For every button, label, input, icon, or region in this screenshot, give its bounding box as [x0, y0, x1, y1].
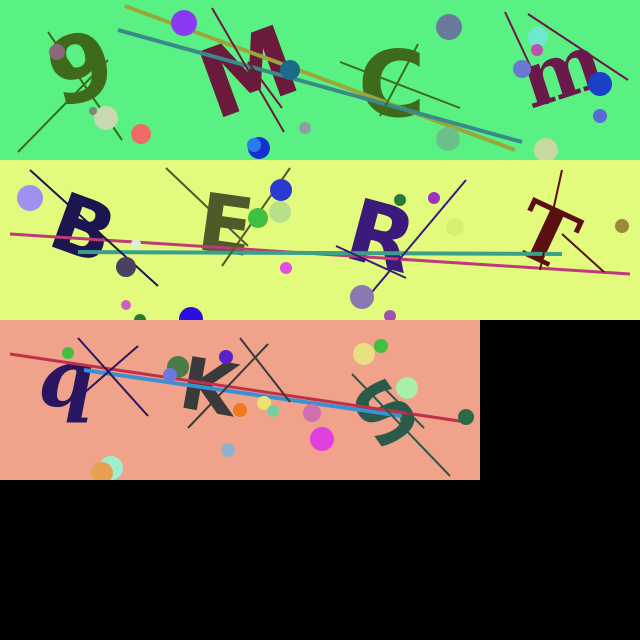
noise-dot	[446, 218, 464, 236]
noise-dot	[221, 443, 235, 457]
noise-line	[504, 11, 549, 105]
noise-line	[9, 352, 467, 424]
noise-dot	[267, 405, 279, 417]
noise-dot	[121, 300, 131, 310]
noise-line	[211, 7, 285, 133]
noise-line	[335, 245, 407, 279]
noise-line	[83, 368, 403, 418]
noise-line	[379, 43, 419, 117]
noise-line	[165, 167, 249, 247]
noise-dot	[615, 219, 629, 233]
noise-line	[339, 61, 461, 109]
noise-dot	[310, 427, 334, 451]
noise-dot	[269, 201, 291, 223]
noise-dot	[91, 462, 113, 480]
noise-dot	[513, 60, 531, 78]
noise-line	[77, 337, 149, 417]
noise-dot	[394, 194, 406, 206]
noise-line	[539, 169, 563, 271]
noise-dot	[303, 404, 321, 422]
noise-dot	[384, 310, 396, 320]
row-3-background	[0, 320, 480, 480]
noise-dot	[179, 307, 203, 320]
noise-dot	[247, 138, 261, 152]
noise-line	[351, 373, 451, 477]
captcha-char-C: C	[358, 31, 426, 138]
noise-line	[117, 28, 523, 144]
noise-line	[77, 250, 563, 256]
noise-dot	[396, 377, 418, 399]
noise-dot	[534, 138, 558, 160]
captcha-row-3-canvas: q K S	[0, 320, 480, 480]
noise-dot	[171, 10, 197, 36]
noise-line	[371, 179, 467, 293]
captcha-row-3: q K S	[0, 320, 480, 480]
noise-dot	[248, 208, 268, 228]
noise-line	[75, 345, 139, 401]
noise-dot	[280, 60, 300, 80]
noise-line	[17, 59, 109, 153]
noise-dot	[17, 185, 43, 211]
noise-dot	[270, 179, 292, 201]
noise-line	[561, 233, 605, 273]
noise-dot	[89, 107, 97, 115]
noise-dot	[116, 257, 136, 277]
noise-dot	[353, 343, 375, 365]
noise-dot	[593, 109, 607, 123]
noise-dot	[428, 192, 440, 204]
noise-dot	[374, 339, 388, 353]
noise-dot	[528, 27, 548, 47]
noise-dot	[458, 409, 474, 425]
noise-line	[247, 61, 283, 109]
noise-line	[385, 389, 425, 429]
captcha-row-1: 9 M C m	[0, 0, 640, 160]
captcha-row-2: B E R T	[0, 160, 640, 320]
noise-dot	[134, 314, 146, 320]
captcha-row-1-canvas: 9 M C m	[0, 0, 640, 160]
noise-dot	[350, 285, 374, 309]
noise-dot	[131, 124, 151, 144]
noise-dot	[131, 239, 141, 249]
noise-dot	[257, 396, 271, 410]
noise-dot	[49, 44, 65, 60]
captcha-row-2-canvas: B E R T	[0, 160, 640, 320]
noise-dot	[531, 44, 543, 56]
noise-dot	[299, 122, 311, 134]
noise-line	[527, 13, 629, 81]
noise-dot	[436, 14, 462, 40]
noise-dot	[436, 127, 460, 151]
noise-dot	[163, 368, 177, 382]
noise-line	[29, 169, 159, 287]
noise-dot	[94, 106, 118, 130]
empty-bottom-fill	[0, 480, 640, 640]
empty-right-fill	[480, 320, 640, 480]
noise-dot	[588, 72, 612, 96]
noise-dot	[233, 403, 247, 417]
noise-dot	[280, 262, 292, 274]
noise-dot	[62, 347, 74, 359]
noise-dot	[219, 350, 233, 364]
noise-line	[239, 337, 291, 403]
